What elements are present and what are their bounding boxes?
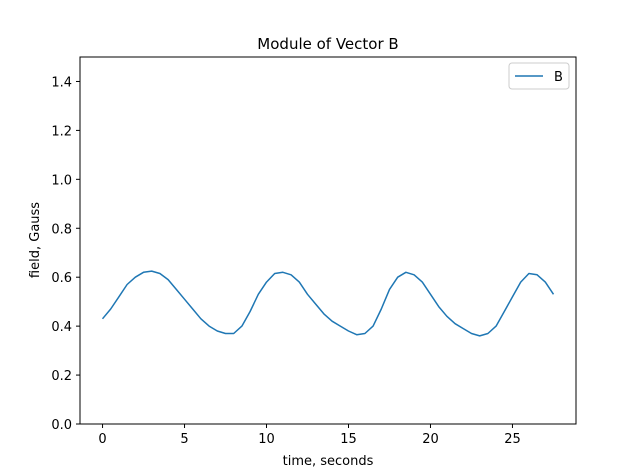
y-tick-label: 0.0 bbox=[51, 418, 72, 433]
y-tick-label: 1.0 bbox=[51, 173, 72, 188]
y-tick-label: 1.4 bbox=[51, 75, 72, 90]
y-tick-label: 0.8 bbox=[51, 222, 72, 237]
legend-label-b: B bbox=[554, 70, 563, 85]
y-axis-label: field, Gauss bbox=[28, 202, 43, 278]
x-axis-label: time, seconds bbox=[283, 454, 374, 469]
x-tick-label: 20 bbox=[422, 432, 439, 447]
plot-area bbox=[79, 56, 577, 425]
y-tick-label: 0.2 bbox=[51, 369, 72, 384]
chart-title: Module of Vector B bbox=[257, 35, 398, 53]
y-tick-label: 0.4 bbox=[51, 320, 72, 335]
x-axis-ticks: 0 5 10 15 20 25 bbox=[98, 424, 521, 447]
series-b-line bbox=[101, 270, 555, 337]
x-tick-label: 0 bbox=[98, 432, 106, 447]
x-tick-label: 15 bbox=[340, 432, 357, 447]
x-tick-label: 5 bbox=[180, 432, 188, 447]
legend: B bbox=[508, 62, 570, 90]
y-tick-label: 0.6 bbox=[51, 271, 72, 286]
y-tick-label: 1.2 bbox=[51, 124, 72, 139]
x-tick-label: 10 bbox=[258, 432, 275, 447]
y-axis-ticks: 0.0 0.2 0.4 0.6 0.8 1.0 1.2 1.4 bbox=[51, 75, 80, 433]
x-tick-label: 25 bbox=[504, 432, 521, 447]
